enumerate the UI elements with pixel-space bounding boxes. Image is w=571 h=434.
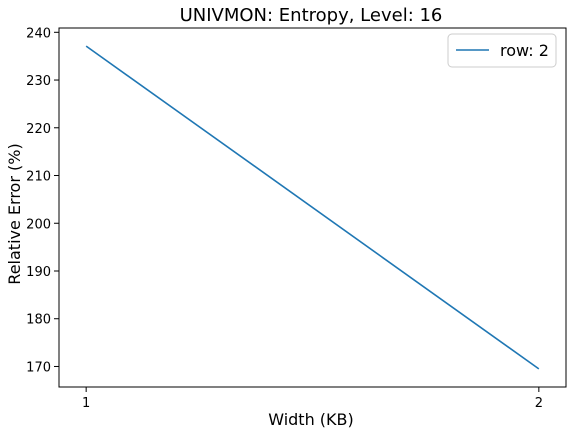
y-axis-ticks: 170 180 190 200 210 220 230 240 [26, 26, 59, 375]
y-tick-label: 190 [26, 265, 51, 280]
chart-title: UNIVMON: Entropy, Level: 16 [180, 5, 443, 26]
series-line-0 [85, 45, 540, 370]
legend-box [447, 33, 557, 68]
y-tick-label: 220 [26, 122, 51, 137]
y-tick-label: 210 [26, 170, 51, 185]
y-tick-label: 170 [26, 360, 51, 375]
legend: row: 2 [447, 33, 557, 68]
y-tick-label: 230 [26, 74, 51, 89]
y-tick-label: 240 [26, 26, 51, 41]
y-tick-label: 200 [26, 217, 51, 232]
y-axis-label: Relative Error (%) [5, 143, 24, 284]
plot-frame [58, 27, 567, 388]
series-layer [85, 45, 540, 370]
x-axis-label: Width (KB) [268, 410, 354, 429]
x-tick-label: 2 [535, 396, 543, 411]
plot-area [58, 27, 567, 388]
y-tick-label: 180 [26, 313, 51, 328]
legend-label-row-2: row: 2 [500, 41, 549, 60]
x-tick-label: 1 [82, 396, 90, 411]
